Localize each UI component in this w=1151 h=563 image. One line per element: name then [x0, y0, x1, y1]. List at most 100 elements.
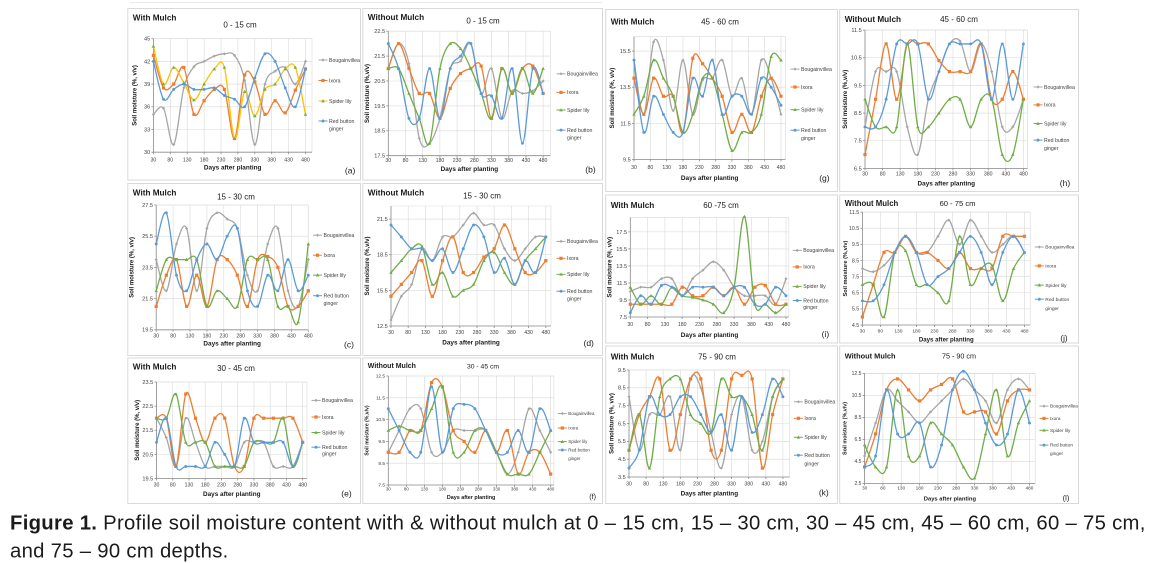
svg-text:Bougainvillea: Bougainvillea	[567, 239, 598, 245]
svg-text:9.5: 9.5	[378, 439, 385, 445]
svg-text:180: 180	[912, 329, 920, 335]
svg-text:330: 330	[727, 482, 736, 488]
svg-text:4.5: 4.5	[854, 459, 861, 465]
svg-text:80: 80	[405, 330, 411, 336]
svg-text:(j): (j)	[1060, 334, 1067, 343]
svg-text:Bougainvillea: Bougainvillea	[567, 72, 598, 78]
svg-text:430: 430	[522, 158, 531, 164]
svg-text:280: 280	[233, 482, 242, 488]
svg-text:380: 380	[270, 333, 279, 339]
svg-text:Red button: Red button	[801, 128, 826, 134]
svg-text:480: 480	[1026, 486, 1034, 491]
svg-text:180: 180	[201, 482, 210, 488]
svg-text:Figure 1. Profile soil moistur: Figure 1. Profile soil moisture content …	[10, 513, 1146, 535]
svg-text:230: 230	[455, 330, 464, 336]
svg-text:380: 380	[984, 329, 992, 335]
svg-text:30: 30	[144, 150, 150, 156]
svg-text:230: 230	[693, 482, 702, 488]
svg-text:Red button: Red button	[804, 453, 829, 459]
svg-text:280: 280	[948, 329, 956, 335]
svg-text:430: 430	[764, 322, 773, 328]
svg-text:180: 180	[678, 322, 687, 328]
svg-text:Spider lily: Spider lily	[803, 284, 826, 290]
svg-text:19.5: 19.5	[142, 328, 153, 334]
svg-text:380: 380	[989, 486, 997, 491]
svg-text:380: 380	[267, 157, 276, 163]
svg-text:45: 45	[144, 37, 150, 43]
svg-text:39: 39	[144, 82, 150, 88]
svg-text:11.5: 11.5	[376, 395, 385, 401]
svg-text:180: 180	[439, 487, 447, 492]
svg-text:Spider lily: Spider lily	[1045, 283, 1067, 289]
svg-text:Red button: Red button	[1050, 443, 1073, 448]
svg-text:ginger: ginger	[568, 456, 581, 461]
svg-text:480: 480	[301, 157, 310, 163]
svg-text:75 - 90 cm: 75 - 90 cm	[698, 353, 736, 362]
svg-text:180: 180	[676, 482, 685, 488]
svg-text:480: 480	[782, 322, 791, 328]
svg-text:30: 30	[151, 157, 157, 163]
svg-text:Red button: Red button	[1044, 138, 1069, 144]
svg-text:45 - 60 cm: 45 - 60 cm	[940, 15, 978, 24]
svg-text:75 - 90 cm: 75 - 90 cm	[942, 351, 976, 360]
svg-text:130: 130	[421, 330, 430, 336]
svg-text:430: 430	[1001, 171, 1010, 177]
svg-text:Days after planting: Days after planting	[447, 495, 496, 501]
svg-text:230: 230	[930, 329, 938, 335]
svg-text:430: 430	[287, 333, 296, 339]
svg-text:Soil moisture (%,v/v): Soil moisture (%,v/v)	[843, 240, 849, 296]
svg-text:180: 180	[913, 171, 922, 177]
svg-text:13.5: 13.5	[616, 264, 627, 270]
svg-text:Bougainvillea: Bougainvillea	[1045, 245, 1074, 251]
svg-text:15.5: 15.5	[616, 247, 627, 253]
svg-text:(b): (b)	[585, 165, 596, 175]
svg-text:430: 430	[761, 482, 770, 488]
svg-text:With Mulch: With Mulch	[611, 201, 655, 210]
svg-text:0 - 15 cm: 0 - 15 cm	[223, 21, 257, 30]
svg-text:Ixora: Ixora	[1044, 103, 1056, 109]
svg-text:Spider lily: Spider lily	[1044, 121, 1067, 127]
svg-text:4.5: 4.5	[618, 457, 626, 463]
svg-text:21.5: 21.5	[142, 428, 153, 434]
svg-text:480: 480	[541, 330, 550, 336]
svg-text:30: 30	[386, 487, 391, 492]
svg-text:30 - 45 cm: 30 - 45 cm	[217, 364, 255, 373]
svg-text:80: 80	[647, 165, 653, 171]
svg-text:Spider lily: Spider lily	[801, 108, 824, 114]
svg-text:230: 230	[457, 487, 465, 492]
svg-text:230: 230	[217, 482, 226, 488]
svg-text:12.5: 12.5	[377, 324, 388, 330]
svg-text:Spider lily: Spider lily	[567, 108, 590, 114]
svg-text:30: 30	[388, 330, 394, 336]
svg-text:Days after planting: Days after planting	[681, 332, 739, 339]
svg-text:430: 430	[282, 482, 291, 488]
svg-text:9.5: 9.5	[619, 298, 627, 304]
svg-text:Ixora: Ixora	[322, 415, 334, 421]
svg-text:Ixora: Ixora	[1045, 264, 1056, 270]
svg-text:80: 80	[403, 158, 409, 164]
svg-text:Red button: Red button	[568, 448, 590, 453]
svg-text:Bougainvillea: Bougainvillea	[1044, 85, 1075, 91]
svg-text:480: 480	[298, 482, 307, 488]
svg-text:18.5: 18.5	[377, 253, 388, 259]
svg-text:15.5: 15.5	[620, 49, 631, 55]
svg-text:280: 280	[952, 486, 960, 491]
svg-text:6.5: 6.5	[852, 291, 859, 297]
svg-text:21.5: 21.5	[377, 217, 388, 223]
svg-text:7.5: 7.5	[378, 483, 385, 489]
svg-text:330: 330	[250, 482, 259, 488]
svg-text:280: 280	[473, 330, 482, 336]
svg-text:Bougainvillea: Bougainvillea	[804, 400, 835, 406]
svg-text:30 - 45 cm: 30 - 45 cm	[467, 364, 499, 371]
svg-text:36: 36	[144, 105, 150, 111]
svg-text:23.5: 23.5	[142, 265, 153, 271]
svg-text:8.5: 8.5	[852, 258, 859, 264]
svg-text:ginger: ginger	[324, 301, 339, 307]
svg-text:230: 230	[453, 158, 462, 164]
svg-text:380: 380	[511, 487, 519, 492]
svg-text:Ixora: Ixora	[803, 265, 815, 271]
svg-text:30: 30	[862, 171, 868, 177]
svg-text:130: 130	[186, 333, 195, 339]
svg-text:(i): (i)	[822, 329, 830, 339]
svg-text:12.5: 12.5	[852, 371, 862, 377]
